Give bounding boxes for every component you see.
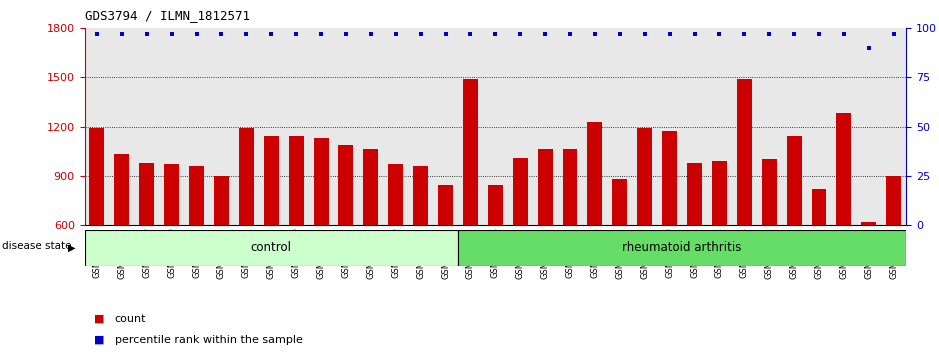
Bar (85, 230, 458, 266)
Bar (886, 176, 901, 323)
Bar (861, 222, 876, 323)
Bar (264, 136, 279, 323)
Bar (89, 128, 104, 323)
Bar (115, 154, 130, 323)
Bar (164, 164, 179, 323)
Text: count: count (115, 314, 146, 324)
Bar (538, 149, 552, 323)
Bar (338, 144, 353, 323)
Text: ■: ■ (94, 335, 108, 345)
Bar (388, 164, 403, 323)
Bar (139, 162, 154, 323)
Bar (413, 166, 428, 323)
Bar (811, 189, 826, 323)
Bar (762, 159, 777, 323)
Bar (189, 166, 204, 323)
Bar (488, 185, 502, 323)
Text: ▶: ▶ (68, 243, 75, 253)
Text: ■: ■ (94, 314, 108, 324)
Bar (687, 162, 702, 323)
Bar (314, 138, 329, 323)
Text: GDS3794 / ILMN_1812571: GDS3794 / ILMN_1812571 (85, 9, 250, 22)
Bar (214, 176, 229, 323)
Bar (737, 79, 752, 323)
Bar (562, 149, 577, 323)
Text: control: control (251, 241, 292, 254)
Bar (662, 131, 677, 323)
Bar (463, 79, 478, 323)
Bar (239, 128, 254, 323)
Text: percentile rank within the sample: percentile rank within the sample (115, 335, 302, 345)
Bar (288, 136, 303, 323)
Bar (787, 136, 802, 323)
Bar (363, 149, 378, 323)
Bar (712, 161, 727, 323)
Bar (638, 128, 653, 323)
Bar (612, 179, 627, 323)
Bar (439, 185, 453, 323)
Bar (588, 122, 603, 323)
Bar (513, 158, 528, 323)
Text: rheumatoid arthritis: rheumatoid arthritis (623, 241, 742, 254)
Bar (837, 113, 852, 323)
Bar (458, 230, 906, 266)
Text: disease state: disease state (2, 241, 71, 251)
